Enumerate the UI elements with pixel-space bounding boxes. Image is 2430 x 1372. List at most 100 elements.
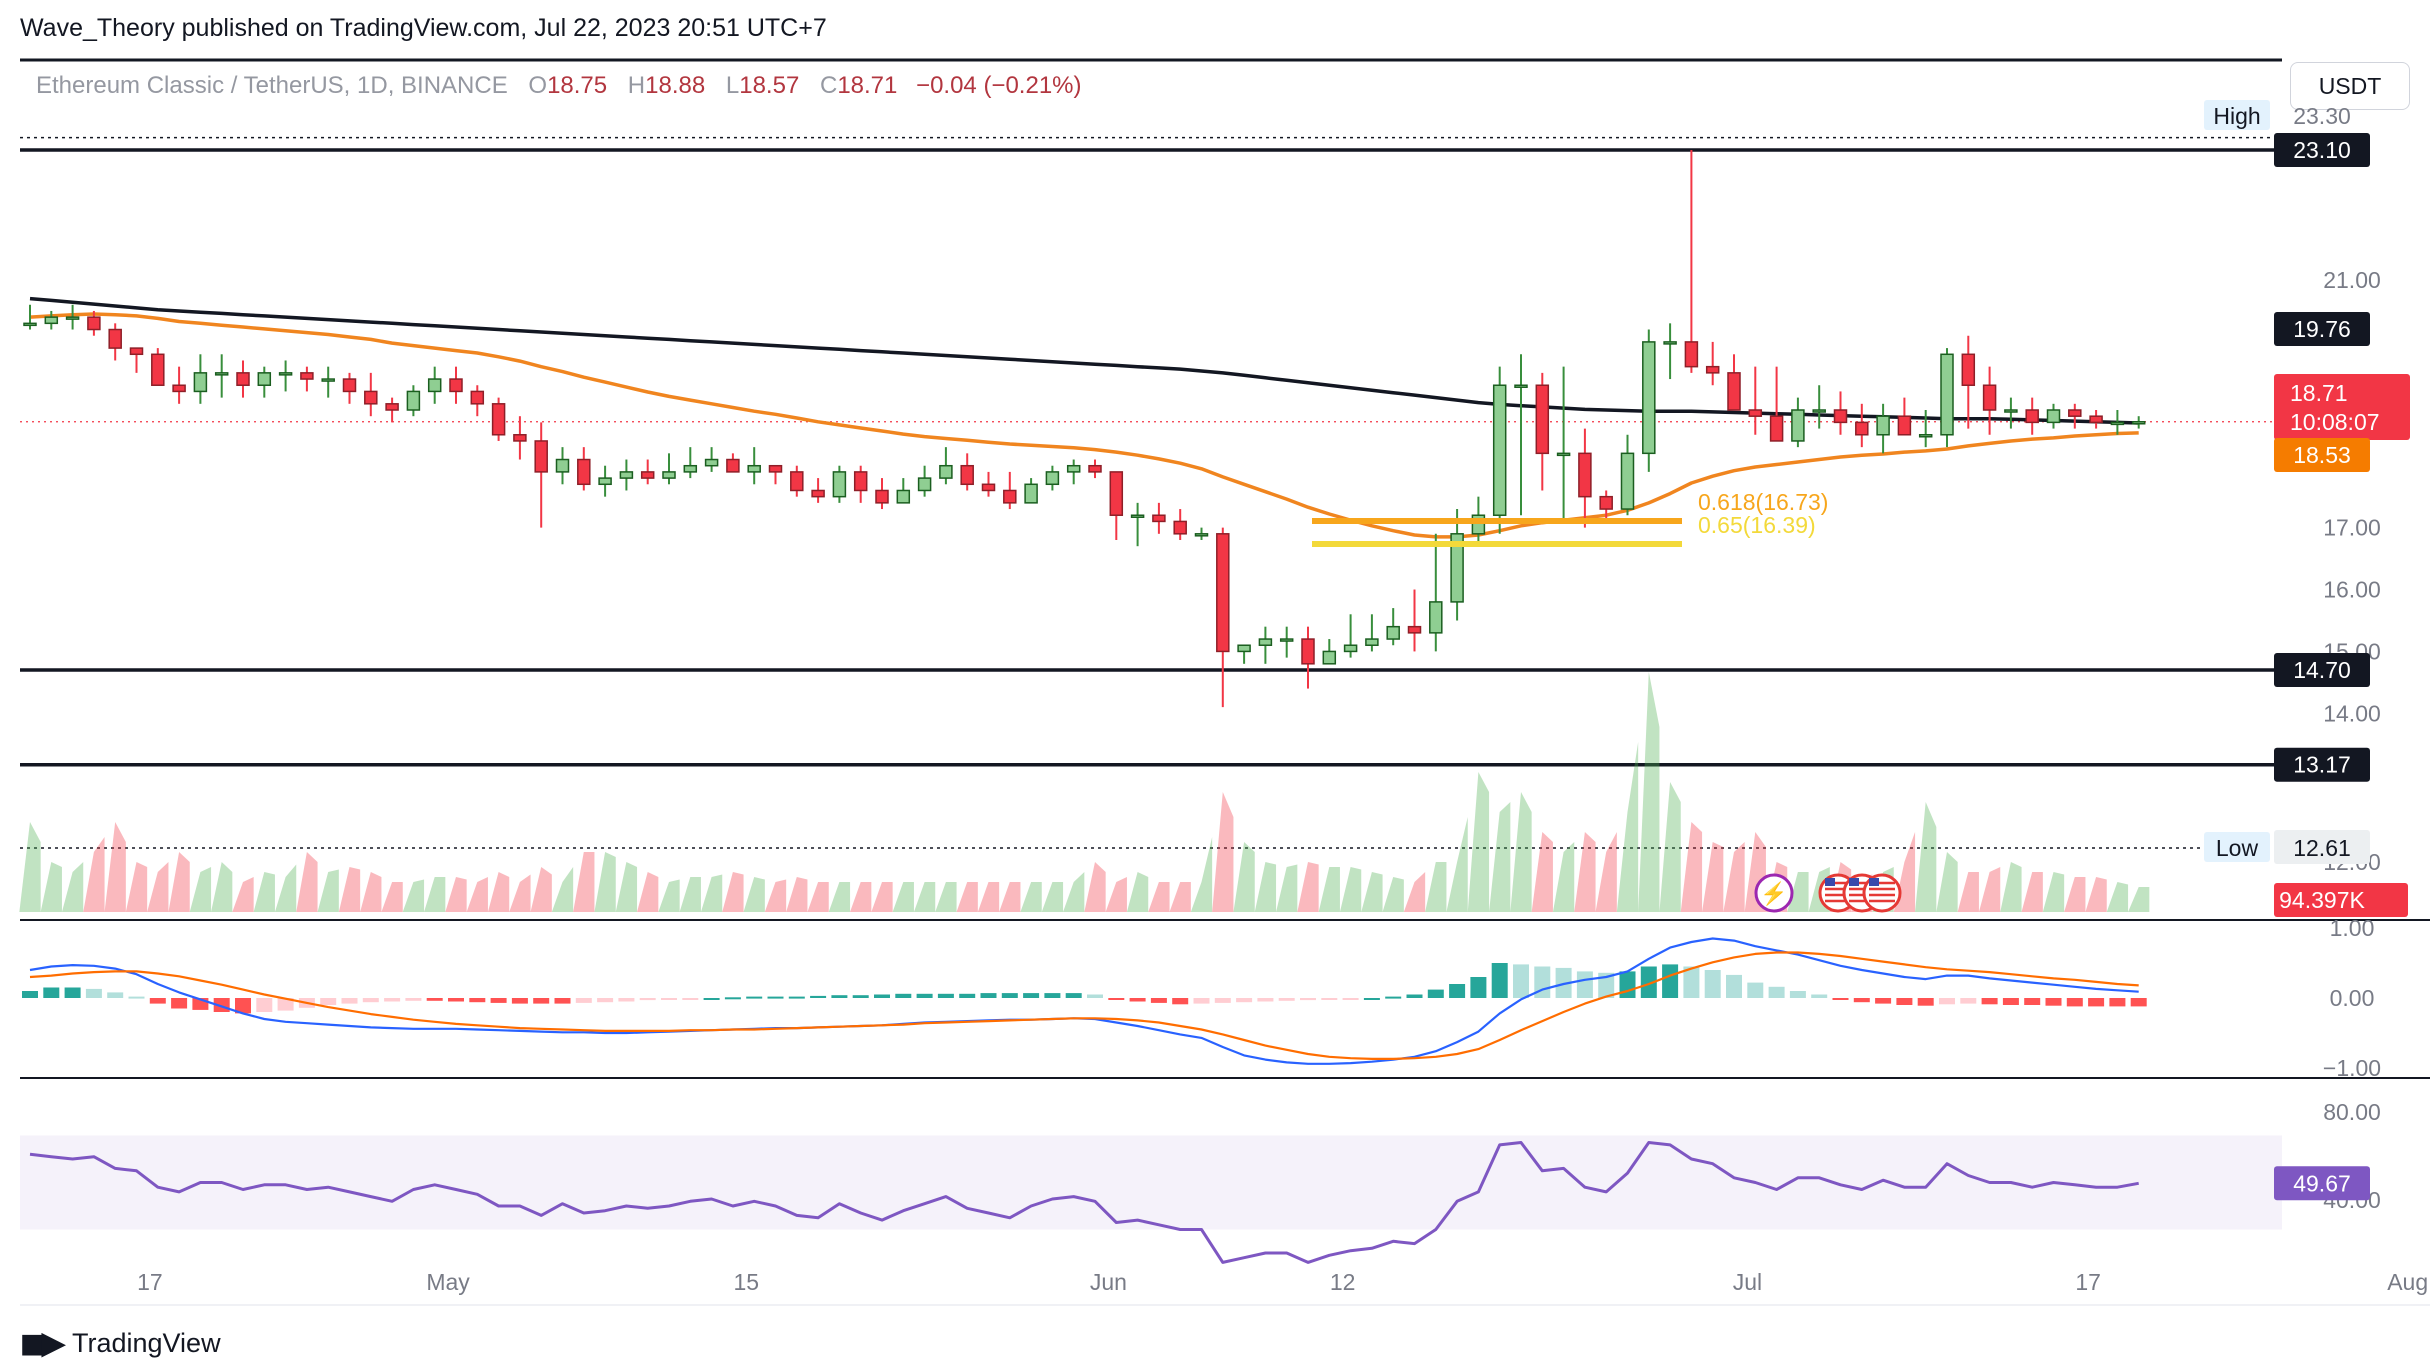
- volume-area-segment: [637, 872, 659, 912]
- candle-body: [2089, 415, 2103, 424]
- volume-area-segment: [1680, 822, 1703, 912]
- macd-histogram-bar: [128, 996, 145, 999]
- volume-area-segment: [1020, 882, 1042, 912]
- macd-histogram-bar: [426, 998, 443, 1001]
- level-tag-23-10: 23.10: [2274, 133, 2370, 167]
- currency-button[interactable]: USDT: [2290, 62, 2410, 110]
- macd-histogram-bar: [1214, 998, 1231, 1003]
- volume-area-segment: [1190, 837, 1213, 912]
- volume-area-segment: [913, 882, 936, 912]
- macd-histogram-bar: [149, 998, 166, 1004]
- candle-body: [1088, 464, 1102, 473]
- candle-body: [1130, 514, 1145, 518]
- candle-body: [1727, 372, 1741, 411]
- macd-histogram-bar: [1491, 963, 1508, 998]
- rsi-tag-bg: [2274, 1166, 2370, 1201]
- candle-body: [236, 372, 250, 386]
- volume-area-segment: [573, 852, 595, 912]
- volume-area-segment: [338, 867, 361, 912]
- macd-histogram-bar: [64, 987, 81, 998]
- volume-area-segment: [1276, 864, 1298, 912]
- volume-area-segment: [2106, 882, 2129, 912]
- macd-histogram-bar: [1470, 977, 1487, 998]
- low-label: L: [725, 72, 740, 99]
- macd-histogram-bar: [1129, 998, 1146, 1002]
- change-value: −0.04 (−0.21%): [916, 72, 1082, 99]
- rsi-tag-text: 49.67: [2293, 1170, 2351, 1196]
- rsi-line: [29, 1141, 2139, 1264]
- macd-histogram-bar: [1683, 966, 1700, 998]
- time-tick-label: Jul: [1733, 1269, 1762, 1295]
- macd-histogram-bar: [1257, 998, 1274, 1002]
- level-tag-13-17-bg: [2274, 747, 2370, 782]
- volume-tag-bg: [2274, 883, 2408, 917]
- macd-histogram-bar: [277, 998, 294, 1011]
- candle-body: [683, 464, 698, 473]
- candle-body: [427, 378, 442, 393]
- volume-area-segment: [1297, 862, 1319, 912]
- volume-area-segment: [104, 822, 126, 912]
- level-tag-19-76-text: 19.76: [2293, 316, 2351, 342]
- candle-body: [1045, 471, 1060, 486]
- volume-area-segment: [1148, 882, 1170, 912]
- volume-area-segment: [1978, 867, 2001, 912]
- macd-histogram-bar: [1385, 996, 1402, 999]
- macd-histogram-bar: [1875, 998, 1892, 1004]
- time-tick-label: May: [426, 1269, 470, 1295]
- fib-618-label: 0.618(16.73): [1698, 489, 1828, 515]
- tradingview-logo[interactable]: ◼▶ TradingView: [20, 1326, 221, 1361]
- macd-histogram-bar: [469, 998, 486, 1003]
- macd-histogram-bar: [895, 993, 912, 998]
- volume-area-segment: [679, 877, 701, 912]
- volume-area-segment: [807, 882, 829, 912]
- last-price-value: 18.71: [2290, 380, 2348, 406]
- macd-histogram-bar: [1023, 993, 1040, 998]
- macd-histogram-bar: [362, 998, 379, 1003]
- macd-histogram-bar: [1193, 998, 1210, 1004]
- volume-area-segment: [232, 877, 254, 912]
- candle-body: [1429, 601, 1443, 634]
- volume-area-segment: [2085, 877, 2107, 912]
- volume-area-segment: [1403, 872, 1426, 912]
- volume-area-segment: [402, 879, 425, 912]
- macd-histogram-bar: [1619, 971, 1636, 998]
- candle-body: [1514, 384, 1528, 388]
- volume-area-segment: [509, 874, 531, 912]
- ma-long-line: [29, 296, 2139, 425]
- us-flag-canton: [1869, 878, 1879, 886]
- volume-area-segment: [274, 864, 297, 912]
- volume-area-segment: [1446, 817, 1468, 912]
- volume-area-segment: [1084, 862, 1106, 912]
- open-value: 18.75: [547, 72, 608, 99]
- level-tag-13-17: 13.17: [2274, 747, 2370, 782]
- macd-histogram-bar: [831, 995, 848, 998]
- rsi-tick-label: 80.00: [2323, 1099, 2381, 1125]
- volume-area-segment: [1574, 832, 1596, 912]
- candle-body: [342, 378, 357, 393]
- macd-histogram-bar: [1300, 998, 1316, 1001]
- level-tag-19-76: 19.76: [2274, 312, 2370, 346]
- symbol-legend: Ethereum Classic / TetherUS, 1D, BINANCE…: [36, 72, 1082, 100]
- candle-body: [1343, 644, 1358, 653]
- candle-body: [896, 489, 911, 504]
- macd-histogram-bar: [767, 996, 784, 999]
- candle-body: [513, 434, 527, 442]
- time-tick-label: Jun: [1090, 1269, 1127, 1295]
- volume-area-segment: [700, 874, 723, 912]
- macd-histogram-bar: [1704, 970, 1721, 998]
- candle-body: [747, 464, 761, 473]
- macd-histogram-bar: [1917, 998, 1934, 1006]
- volume-area-segment: [999, 882, 1021, 912]
- volume-area-segment: [360, 872, 382, 912]
- macd-histogram-bar: [1406, 994, 1423, 998]
- macd-histogram-bar: [2130, 998, 2147, 1007]
- volume-area-segment: [594, 852, 616, 912]
- volume-area-segment: [1467, 772, 1490, 912]
- time-tick-label: 17: [137, 1269, 163, 1295]
- volume-area-segment: [1915, 802, 1937, 912]
- level-tag-14-70: 14.70: [2274, 653, 2370, 687]
- macd-histogram-bar: [1001, 993, 1018, 998]
- volume-area-segment: [1041, 882, 1064, 912]
- volume-area-segment: [1531, 832, 1553, 912]
